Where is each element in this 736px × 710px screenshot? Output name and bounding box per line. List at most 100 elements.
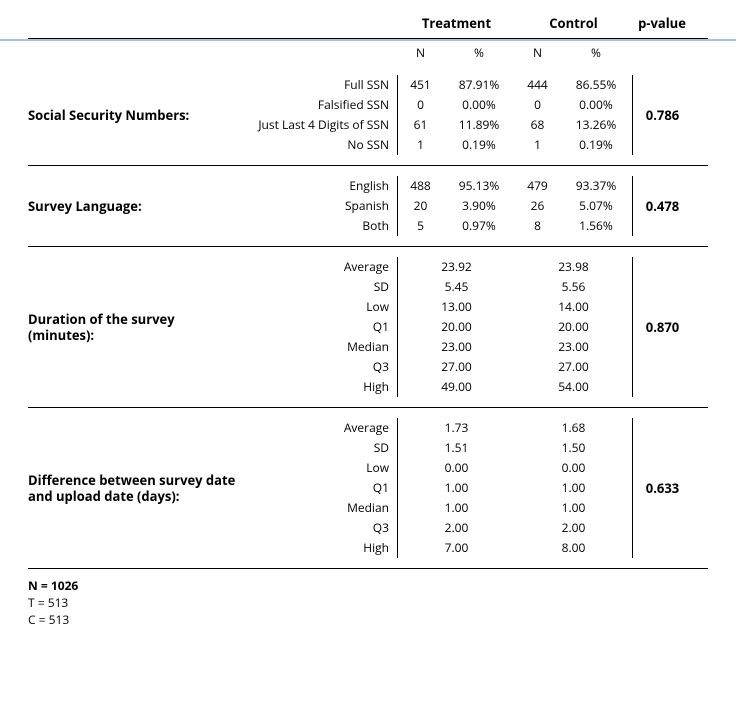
cell: 479 — [515, 176, 560, 196]
cell: 5 — [398, 216, 443, 236]
row-labels: AverageSDLowQ1MedianQ3High — [248, 257, 398, 397]
cell: 68 — [515, 115, 560, 135]
treatment-pct-label: % — [443, 44, 515, 61]
cell: 0.00 — [515, 458, 632, 478]
section-grid: Duration of the survey (minutes):Average… — [28, 257, 708, 397]
cell: 14.00 — [515, 297, 632, 317]
section-grid: Social Security Numbers:Full SSNFalsifie… — [28, 75, 708, 155]
row-label: Falsified SSN — [248, 95, 389, 115]
row-label: English — [248, 176, 389, 196]
cell: 0.00% — [443, 95, 515, 115]
row-labels: AverageSDLowQ1MedianQ3High — [248, 418, 398, 558]
section-duration: Duration of the survey (minutes):Average… — [28, 247, 708, 401]
cell: 0.19% — [560, 135, 632, 155]
section-grid: Survey Language:EnglishSpanishBoth488205… — [28, 176, 708, 236]
cell: 93.37% — [560, 176, 632, 196]
cell: 27.00 — [515, 357, 632, 377]
cell: 49.00 — [398, 377, 515, 397]
cell: 0.00 — [398, 458, 515, 478]
cell: 86.55% — [560, 75, 632, 95]
treatment-n-col: 4510611 — [398, 75, 443, 155]
cell: 27.00 — [398, 357, 515, 377]
control-n-label: N — [515, 44, 560, 61]
cell: 2.00 — [515, 518, 632, 538]
control-header: Control — [515, 14, 632, 32]
subheader-row: N % N % — [28, 41, 708, 65]
cell: 8 — [515, 216, 560, 236]
treatment-n-label: N — [398, 44, 443, 61]
cell: 95.13% — [443, 176, 515, 196]
treatment-n-col: 488205 — [398, 176, 443, 236]
row-label: High — [248, 377, 389, 397]
balance-table: Treatment Control p-value N % N % Social… — [0, 0, 736, 640]
row-label: Spanish — [248, 196, 389, 216]
treatment-header: Treatment — [398, 14, 515, 32]
cell: 5.45 — [398, 277, 515, 297]
treatment-pct-col: 87.91%0.00%11.89%0.19% — [443, 75, 515, 155]
treatment-val-col: 23.925.4513.0020.0023.0027.0049.00 — [398, 257, 515, 397]
section-diff: Difference between survey date and uploa… — [28, 408, 708, 562]
section-title: Social Security Numbers: — [28, 75, 248, 155]
cell: 5.56 — [515, 277, 632, 297]
cell: 1.00 — [515, 498, 632, 518]
cell: 5.07% — [560, 196, 632, 216]
control-pct-col: 93.37%5.07%1.56% — [560, 176, 632, 236]
sections-host: Social Security Numbers:Full SSNFalsifie… — [28, 65, 708, 569]
cell: 1.00 — [398, 498, 515, 518]
cell: 23.00 — [515, 337, 632, 357]
treatment-pct-col: 95.13%3.90%0.97% — [443, 176, 515, 236]
pvalue-cell: 0.633 — [632, 418, 692, 558]
row-label: Median — [248, 337, 389, 357]
section-lang: Survey Language:EnglishSpanishBoth488205… — [28, 166, 708, 240]
t-count: T = 513 — [28, 594, 708, 611]
cell: 23.00 — [398, 337, 515, 357]
control-n-col: 479268 — [515, 176, 560, 236]
cell: 1.68 — [515, 418, 632, 438]
cell: 1 — [398, 135, 443, 155]
control-val-col: 23.985.5614.0020.0023.0027.0054.00 — [515, 257, 632, 397]
cell: 444 — [515, 75, 560, 95]
row-label: Q3 — [248, 357, 389, 377]
cell: 20.00 — [515, 317, 632, 337]
row-label: Full SSN — [248, 75, 389, 95]
control-n-col: 4440681 — [515, 75, 560, 155]
cell: 1.73 — [398, 418, 515, 438]
row-label: Low — [248, 458, 389, 478]
control-pct-label: % — [560, 44, 632, 61]
row-label: SD — [248, 438, 389, 458]
row-label: High — [248, 538, 389, 558]
section-ssn: Social Security Numbers:Full SSNFalsifie… — [28, 65, 708, 159]
cell: 1.56% — [560, 216, 632, 236]
cell: 54.00 — [515, 377, 632, 397]
cell: 20 — [398, 196, 443, 216]
cell: 87.91% — [443, 75, 515, 95]
row-label: Q1 — [248, 478, 389, 498]
cell: 0 — [515, 95, 560, 115]
footer-notes: N = 1026 T = 513 C = 513 — [28, 569, 708, 628]
cell: 488 — [398, 176, 443, 196]
row-label: Median — [248, 498, 389, 518]
section-title: Survey Language: — [28, 176, 248, 236]
c-count: C = 513 — [28, 611, 708, 628]
cell: 0.19% — [443, 135, 515, 155]
row-label: Q3 — [248, 518, 389, 538]
cell: 0.97% — [443, 216, 515, 236]
row-label: Average — [248, 418, 389, 438]
cell: 3.90% — [443, 196, 515, 216]
cell: 0.00% — [560, 95, 632, 115]
section-title: Difference between survey date and uploa… — [28, 418, 248, 558]
row-label: Both — [248, 216, 389, 236]
cell: 1.51 — [398, 438, 515, 458]
row-label: Q1 — [248, 317, 389, 337]
control-val-col: 1.681.500.001.001.002.008.00 — [515, 418, 632, 558]
cell: 11.89% — [443, 115, 515, 135]
row-label: No SSN — [248, 135, 389, 155]
cell: 0 — [398, 95, 443, 115]
n-total: N = 1026 — [28, 577, 708, 594]
row-label: Average — [248, 257, 389, 277]
cell: 451 — [398, 75, 443, 95]
cell: 1 — [515, 135, 560, 155]
cell: 26 — [515, 196, 560, 216]
pvalue-cell: 0.478 — [632, 176, 692, 236]
row-labels: EnglishSpanishBoth — [248, 176, 398, 236]
